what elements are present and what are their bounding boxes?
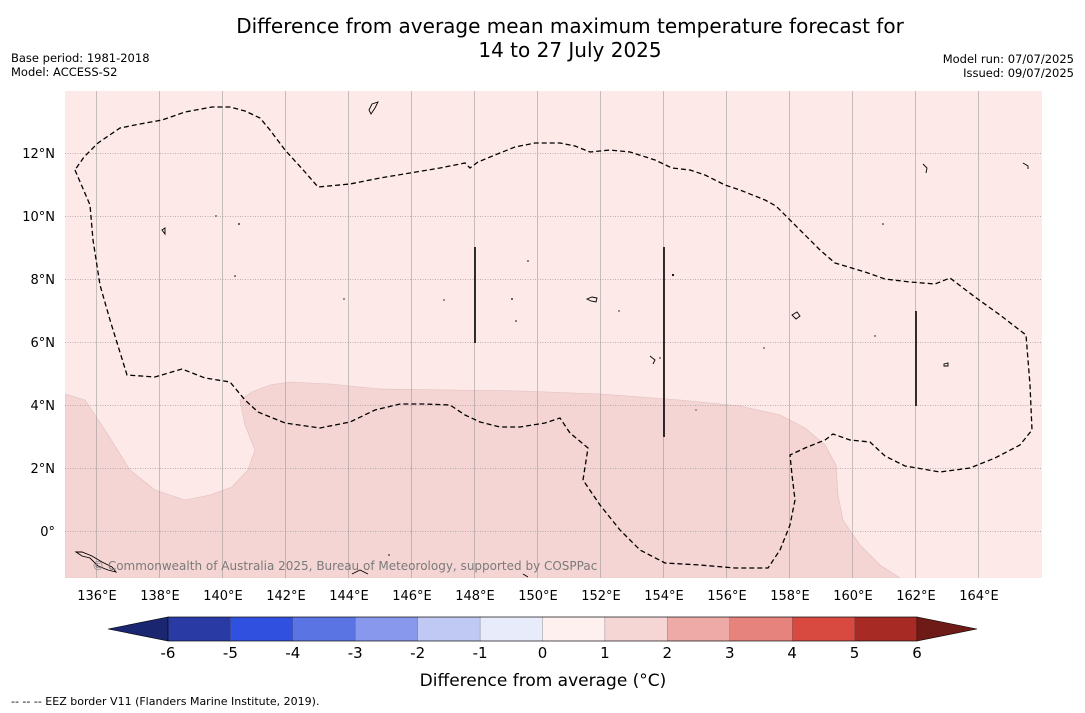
island-outline — [368, 101, 379, 115]
base-period: Base period: 1981-2018 — [11, 51, 150, 65]
lon-label: 148°E — [455, 589, 495, 604]
colorbar-tick: -1 — [473, 644, 488, 662]
lon-label: 152°E — [581, 589, 621, 604]
issued-date: Issued: 09/07/2025 — [963, 66, 1074, 80]
colorbar-segment — [167, 616, 232, 642]
islands — [74, 101, 1029, 578]
colorbar-tick: 3 — [725, 644, 735, 662]
title-line-1: Difference from average mean maximum tem… — [236, 14, 904, 38]
lon-label: 140°E — [203, 589, 243, 604]
colorbar-segments — [167, 616, 918, 642]
colorbar-tick: 6 — [912, 644, 922, 662]
lat-label: 10°N — [22, 210, 55, 225]
colorbar-segment — [230, 616, 294, 642]
colorbar-segment — [479, 616, 544, 642]
latitude-lines — [65, 153, 1042, 532]
lon-label: 146°E — [392, 589, 432, 604]
lat-label: 12°N — [22, 147, 55, 162]
colorbar: -6 -5 -4 -3 -2 -1 0 1 2 3 4 5 6 Difference from aver… — [107, 616, 978, 691]
colorbar-tick: -5 — [223, 644, 238, 662]
colorbar-tick: 2 — [663, 644, 673, 662]
lat-label: 2°N — [31, 462, 56, 477]
island-outline — [161, 227, 166, 236]
island-outline — [943, 362, 949, 367]
colorbar-tick: -2 — [410, 644, 425, 662]
eez-footnote: -- -- -- EEZ border V11 (Flanders Marine… — [11, 695, 320, 708]
lon-label: 158°E — [770, 589, 810, 604]
lat-label: 8°N — [31, 273, 56, 288]
colorbar-tick: 0 — [538, 644, 548, 662]
island-outline — [791, 311, 801, 320]
lat-label: 4°N — [31, 399, 56, 414]
colorbar-tick: -4 — [285, 644, 300, 662]
model-name: Model: ACCESS-S2 — [11, 65, 118, 79]
colorbar-frame — [167, 616, 918, 642]
island-outline — [649, 355, 656, 365]
colorbar-under-arrow — [107, 616, 169, 642]
islets — [215, 215, 884, 556]
colorbar-segment — [355, 616, 419, 642]
colorbar-tick: -3 — [348, 644, 363, 662]
lon-label: 164°E — [959, 589, 999, 604]
island-outline — [522, 573, 529, 578]
meta-right: Model run: 07/07/2025 Issued: 09/07/2025 — [943, 52, 1074, 80]
colorbar-tick-labels: -6 -5 -4 -3 -2 -1 0 1 2 3 4 5 6 — [161, 644, 922, 662]
latitude-labels: 12°N 10°N 8°N 6°N 4°N 2°N 0° — [22, 147, 55, 540]
lon-label: 150°E — [518, 589, 558, 604]
map-title: Difference from average mean maximum tem… — [0, 14, 1085, 62]
colorbar-segment — [729, 616, 793, 642]
anomaly-region-1-2 — [65, 381, 901, 578]
solid-borders — [474, 247, 917, 437]
colorbar-segment — [667, 616, 731, 642]
colorbar-segment — [604, 616, 668, 642]
longitude-labels: 136°E 138°E 140°E 142°E 144°E 146°E 148°… — [77, 589, 999, 604]
lat-label: 0° — [40, 525, 55, 540]
colorbar-label: Difference from average (°C) — [420, 671, 667, 691]
colorbar-tick: 5 — [850, 644, 860, 662]
colorbar-tick: 4 — [787, 644, 797, 662]
colorbar-segment — [417, 616, 481, 642]
lat-label: 6°N — [31, 336, 56, 351]
colorbar-segment — [792, 616, 856, 642]
colorbar-segment — [292, 616, 356, 642]
lon-label: 144°E — [329, 589, 369, 604]
lon-label: 162°E — [896, 589, 936, 604]
colorbar-over-arrow — [916, 616, 978, 642]
meta-left: Base period: 1981-2018 Model: ACCESS-S2 — [11, 51, 150, 79]
eez-border-palau-fsm — [74, 106, 1033, 569]
island-outline — [351, 569, 369, 575]
lon-label: 156°E — [707, 589, 747, 604]
colorbar-tick: -6 — [161, 644, 176, 662]
island-outline — [585, 296, 598, 303]
colorbar-segment — [854, 616, 918, 642]
island-outline — [1022, 162, 1029, 169]
island-outline — [74, 551, 118, 573]
lon-label: 154°E — [644, 589, 684, 604]
colorbar-tick: 1 — [600, 644, 610, 662]
title-line-2: 14 to 27 July 2025 — [478, 38, 662, 62]
lon-label: 142°E — [266, 589, 306, 604]
lon-label: 160°E — [833, 589, 873, 604]
lon-label: 138°E — [140, 589, 180, 604]
colorbar-segment — [542, 616, 606, 642]
map-panel: © Commonwealth of Australia 2025, Bureau… — [65, 91, 1042, 578]
copyright-watermark: © Commonwealth of Australia 2025, Bureau… — [92, 559, 597, 573]
model-run: Model run: 07/07/2025 — [942, 52, 1074, 66]
lon-label: 136°E — [77, 589, 117, 604]
graticule — [96, 91, 979, 578]
island-outline — [922, 163, 928, 174]
